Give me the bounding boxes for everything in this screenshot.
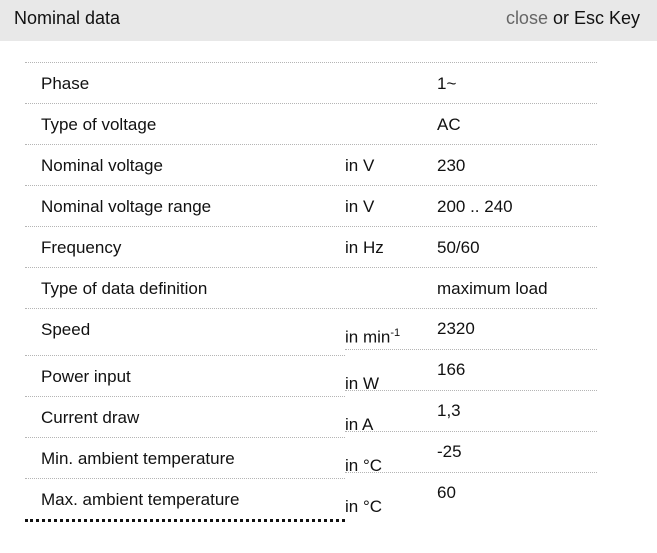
row-value: 50/60	[437, 238, 480, 257]
unit-text: in A	[345, 415, 374, 434]
table-row: Frequency in Hz	[25, 227, 597, 268]
row-label: Type of data definition	[41, 279, 208, 298]
value-cell: -25	[345, 432, 597, 473]
value-cell: 166	[345, 350, 597, 391]
close-hint: close or Esc Key	[506, 8, 640, 29]
unit-text: in W	[345, 374, 379, 393]
table-row: Speed in min-1	[25, 309, 400, 356]
row-label: Type of voltage	[41, 115, 157, 134]
row-unit: in V	[345, 156, 374, 176]
row-value: 230	[437, 156, 466, 175]
table-row: Max. ambient temperature in °C	[25, 479, 382, 522]
dialog-title: Nominal data	[14, 8, 121, 28]
unit-text: in V	[345, 197, 375, 216]
esc-key-hint: or Esc Key	[547, 8, 640, 28]
row-label: Nominal voltage range	[41, 197, 212, 216]
value-cell: AC	[345, 104, 597, 145]
value-cell: 2320	[345, 309, 597, 350]
unit-text: in min	[345, 327, 391, 347]
row-value: 2320	[437, 319, 475, 338]
row-value: 1,3	[437, 401, 461, 420]
value-cell: 50/60	[345, 227, 597, 268]
unit-exponent: -1	[390, 327, 401, 339]
unit-text: in Hz	[345, 238, 384, 257]
table-row: Type of voltage	[25, 104, 597, 145]
row-label: Frequency	[41, 238, 122, 257]
table-row: Power input in W	[25, 356, 379, 397]
row-unit: in °C	[345, 456, 382, 476]
row-unit: in W	[345, 374, 379, 394]
value-cell: 230	[345, 145, 597, 186]
row-unit: in Hz	[345, 238, 384, 258]
table-row: Current draw in A	[25, 397, 373, 438]
value-cell: 1,3	[345, 391, 597, 432]
row-label: Power input	[41, 367, 131, 386]
row-value: maximum load	[437, 279, 548, 298]
close-link[interactable]: close	[505, 8, 548, 28]
row-label: Nominal voltage	[41, 156, 163, 175]
table-row: Type of data definition	[25, 268, 597, 309]
row-label: Phase	[41, 74, 90, 93]
table-row: Nominal voltage in V	[25, 145, 597, 186]
unit-text: in V	[345, 156, 375, 175]
unit-text: in °C	[345, 497, 383, 516]
value-cell: 60	[345, 473, 597, 513]
row-unit: in min-1	[345, 327, 400, 348]
row-value: -25	[437, 442, 462, 461]
dialog-header: Nominal data close or Esc Key	[0, 0, 657, 41]
row-label: Max. ambient temperature	[41, 490, 240, 509]
row-unit: in A	[345, 415, 373, 435]
row-label: Speed	[41, 320, 91, 339]
row-unit: in °C	[345, 497, 382, 517]
row-label: Min. ambient temperature	[41, 449, 235, 468]
row-value: 1~	[437, 74, 457, 93]
value-column: 1~ AC 230 200 .. 240 50/60 maximum load 2320 16…	[345, 63, 597, 513]
row-value: 60	[437, 483, 456, 502]
row-value: 200 .. 240	[437, 197, 513, 216]
value-cell: 1~	[345, 63, 597, 104]
row-unit: in V	[345, 197, 374, 217]
unit-text: in °C	[345, 456, 383, 475]
value-cell: 200 .. 240	[345, 186, 597, 227]
table-row: Nominal voltage range in V	[25, 186, 597, 227]
row-value: 166	[437, 360, 466, 379]
value-cell: maximum load	[345, 268, 597, 309]
table-row: Min. ambient temperature in °C	[25, 438, 382, 479]
table-row: Phase	[25, 63, 597, 104]
row-label: Current draw	[41, 408, 140, 427]
row-value: AC	[437, 115, 461, 134]
